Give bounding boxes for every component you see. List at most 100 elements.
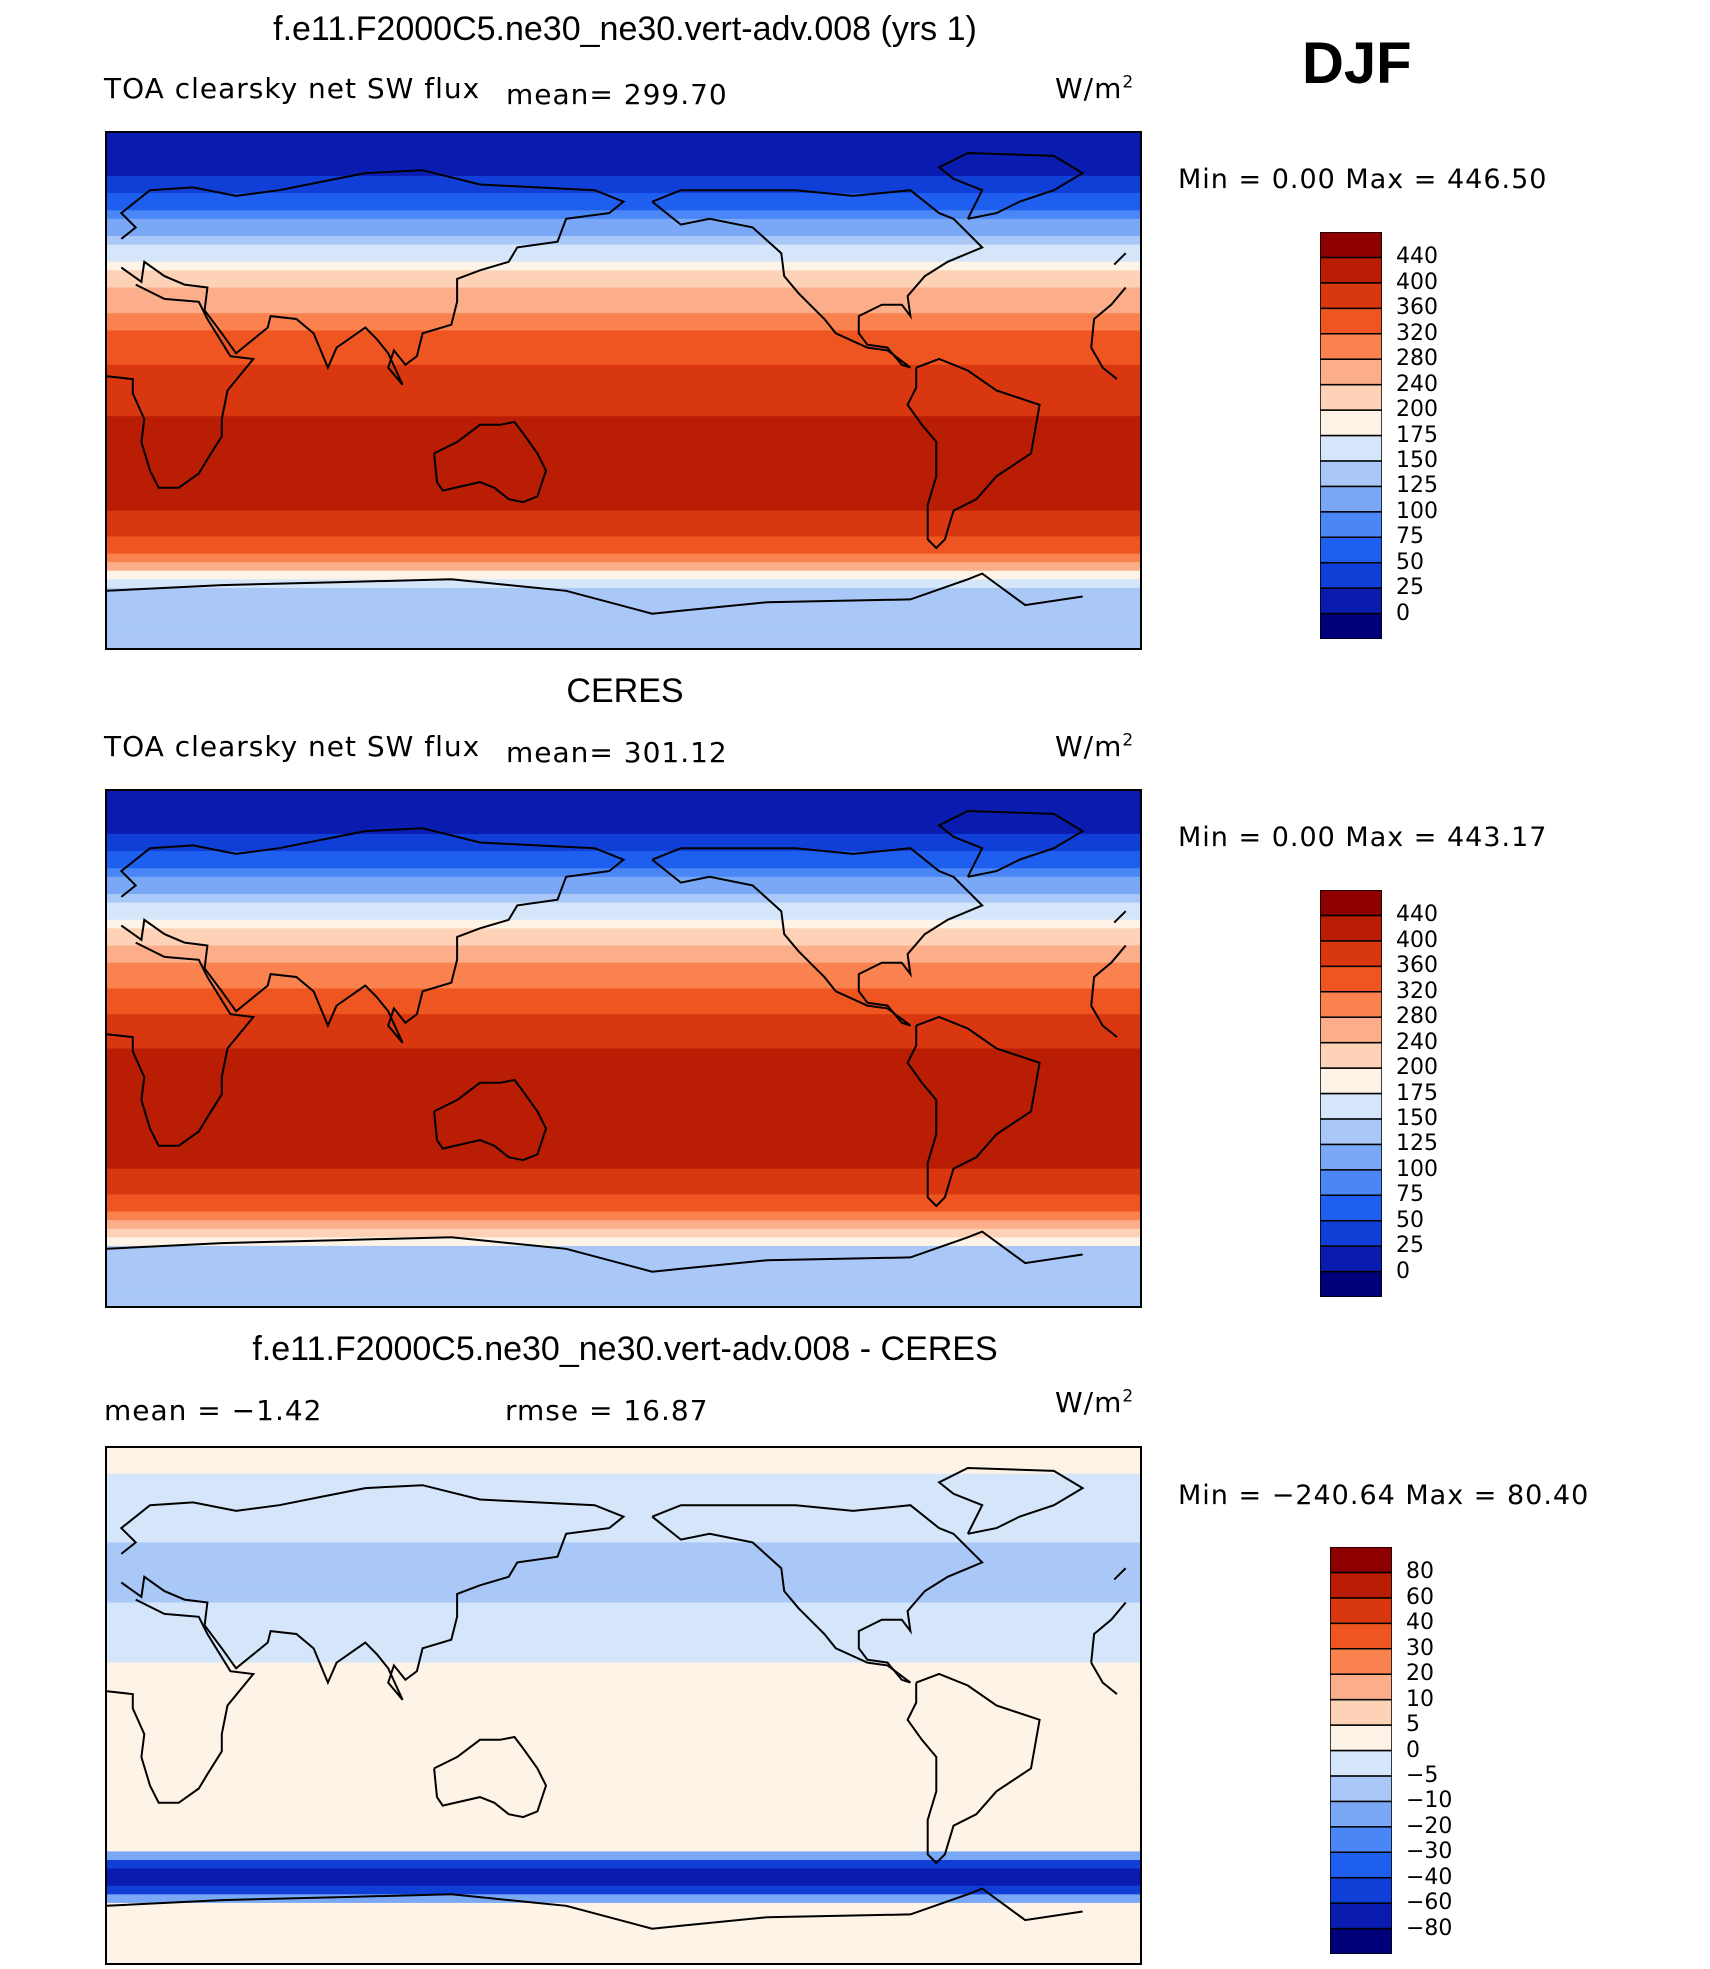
map-latitude-band <box>107 979 1140 990</box>
colorbar-tick-label: 150 <box>1396 1105 1438 1131</box>
map-latitude-band <box>107 1525 1140 1535</box>
map-latitude-band <box>107 808 1140 818</box>
map-latitude-band <box>107 859 1140 869</box>
colorbar-swatch <box>1319 1219 1383 1247</box>
map-latitude-band <box>107 562 1140 572</box>
coastline <box>119 827 1127 1044</box>
colorbar-swatch <box>1319 358 1383 386</box>
map-latitude-band <box>107 416 1140 426</box>
map-latitude-band <box>107 236 1140 246</box>
map-latitude-band <box>107 158 1140 168</box>
map-latitude-band <box>107 1576 1140 1586</box>
colorbar-swatch <box>1329 1749 1393 1777</box>
map-latitude-band <box>107 1894 1140 1904</box>
coastline <box>107 1887 1083 1930</box>
colorbar-tick-label: −10 <box>1406 1788 1453 1814</box>
colorbar-swatch <box>1319 991 1383 1018</box>
panel1-mean-label: mean= 299.70 <box>506 78 728 111</box>
panel2-units: W/m2 <box>1055 730 1135 763</box>
map-latitude-band <box>107 1490 1140 1501</box>
map-latitude-band <box>107 1602 1140 1612</box>
map-latitude-band <box>107 296 1140 306</box>
colorbar-swatch <box>1319 485 1383 513</box>
map-latitude-band <box>107 630 1140 641</box>
map-latitude-band <box>107 1593 1140 1604</box>
colorbar-tick-label: 20 <box>1406 1661 1434 1687</box>
map-latitude-band <box>107 639 1140 648</box>
panel1-variable-label: TOA clearsky net SW flux <box>104 72 481 105</box>
map-latitude-band <box>107 304 1140 314</box>
map-latitude-band <box>107 833 1140 844</box>
colorbar-swatch <box>1319 307 1383 335</box>
colorbar-tick-label: 5 <box>1406 1712 1420 1738</box>
coastline <box>651 847 984 1027</box>
colorbar-tick-label: 75 <box>1396 524 1424 550</box>
map-latitude-band <box>107 945 1140 955</box>
colorbar-swatch <box>1319 1016 1383 1044</box>
colorbar-tick-label: −5 <box>1406 1762 1439 1788</box>
coastline <box>433 1735 548 1819</box>
map-latitude-band <box>107 1237 1140 1247</box>
map-latitude-band <box>107 885 1140 895</box>
colorbar-svg <box>1319 231 1383 640</box>
map-latitude-band <box>107 356 1140 366</box>
map-latitude-band <box>107 1065 1140 1075</box>
map-latitude-band <box>107 424 1140 435</box>
colorbar-swatch <box>1319 333 1383 360</box>
map-latitude-band <box>107 1057 1140 1067</box>
colorbar-swatch <box>1319 940 1383 968</box>
colorbar-swatch <box>1319 1041 1383 1069</box>
map-latitude-band <box>107 997 1140 1007</box>
map-latitude-band <box>107 313 1140 323</box>
coastline <box>107 941 1127 1147</box>
map-latitude-band <box>107 1091 1140 1101</box>
panel3-units: W/m2 <box>1055 1386 1135 1419</box>
map-latitude-band <box>107 201 1140 211</box>
coastline <box>906 1672 1041 1865</box>
map-latitude-band <box>107 613 1140 623</box>
colorbar-tick-label: 200 <box>1396 1055 1438 1081</box>
colorbar-swatch <box>1319 536 1383 564</box>
map-latitude-band <box>107 399 1140 409</box>
colorbar-tick-label: 240 <box>1396 1029 1438 1055</box>
colorbar-tick-label: 100 <box>1396 1156 1438 1182</box>
map-latitude-band <box>107 459 1140 469</box>
panel2-map <box>105 789 1142 1308</box>
map-latitude-band <box>107 1048 1140 1058</box>
map-latitude-band <box>107 954 1140 964</box>
colorbar-swatch <box>1319 889 1383 917</box>
map-latitude-band <box>107 244 1140 254</box>
map-latitude-band <box>107 596 1140 606</box>
map-latitude-band <box>107 1799 1140 1810</box>
map-latitude-band <box>107 1482 1140 1492</box>
map-latitude-band <box>107 1203 1140 1213</box>
colorbar-svg <box>1319 889 1383 1298</box>
coastline <box>906 357 1041 550</box>
map-latitude-band <box>107 1014 1140 1024</box>
colorbar-swatch <box>1329 1800 1393 1828</box>
colorbar-tick-label: 125 <box>1396 473 1438 499</box>
map-latitude-band <box>107 622 1140 632</box>
map-latitude-band <box>107 519 1140 529</box>
map-latitude-band <box>107 390 1140 400</box>
colorbar-swatch <box>1319 1067 1383 1095</box>
map-latitude-band <box>107 545 1140 555</box>
colorbar-tick-label: 50 <box>1396 1207 1424 1233</box>
map-latitude-band <box>107 218 1140 229</box>
map-latitude-band <box>107 1220 1140 1230</box>
map-latitude-band <box>107 339 1140 349</box>
map-latitude-band <box>107 1636 1140 1647</box>
colorbar-tick-label: 25 <box>1396 1233 1424 1259</box>
colorbar-swatch <box>1319 914 1383 942</box>
map-latitude-band <box>107 553 1140 563</box>
coastline <box>433 420 548 504</box>
map-latitude-band <box>107 988 1140 998</box>
map-latitude-band <box>107 868 1140 878</box>
map-latitude-band <box>107 536 1140 546</box>
coastline <box>651 189 984 369</box>
colorbar-tick-label: 320 <box>1396 320 1438 346</box>
colorbar-swatch <box>1329 1546 1393 1574</box>
colorbar-tick-label: 0 <box>1396 1258 1410 1284</box>
colorbar-tick-label: 0 <box>1406 1737 1420 1763</box>
map-latitude-band <box>107 570 1140 580</box>
